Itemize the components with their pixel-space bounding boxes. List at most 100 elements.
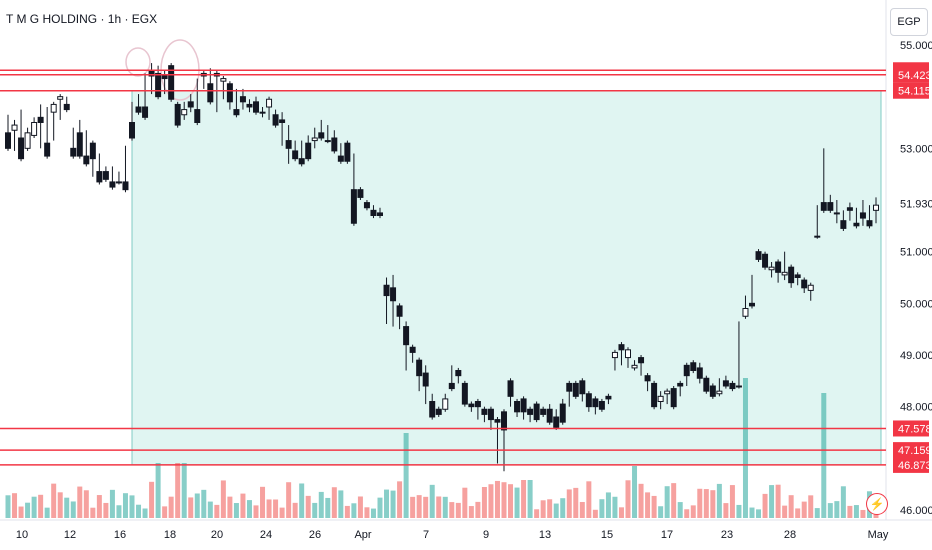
- candle-body: [318, 132, 325, 139]
- volume-bar: [468, 506, 474, 518]
- volume-bar: [853, 505, 859, 518]
- volume-bar: [370, 508, 376, 518]
- candle-body: [846, 207, 853, 211]
- volume-bar: [821, 393, 827, 518]
- candle-body: [5, 132, 11, 149]
- candle-body: [644, 375, 651, 382]
- candle-body: [494, 419, 501, 423]
- candle-body: [566, 382, 573, 392]
- candle-body: [631, 364, 638, 369]
- volume-bar: [840, 486, 846, 518]
- volume-bar: [462, 487, 468, 518]
- candle-body: [416, 359, 423, 377]
- candle-body: [579, 380, 586, 395]
- candle-body: [755, 251, 762, 260]
- volume-bar: [214, 504, 220, 518]
- candle-body: [311, 137, 318, 142]
- volume-bar: [51, 483, 57, 518]
- candle-body: [833, 212, 840, 215]
- price-tick-label: 53.000: [900, 143, 932, 155]
- time-tick-label: 26: [309, 529, 321, 541]
- volume-bar: [410, 496, 416, 518]
- volume-bar: [188, 497, 194, 518]
- volume-bar: [168, 496, 174, 518]
- candle-body: [324, 140, 331, 143]
- candle-body: [422, 372, 429, 387]
- candle-body: [768, 266, 775, 271]
- candle-body: [239, 96, 246, 103]
- volume-bar: [834, 501, 840, 518]
- volume-bar: [540, 500, 546, 518]
- volume-bar: [729, 485, 735, 518]
- candle-body: [272, 114, 279, 126]
- candle-body: [11, 124, 18, 131]
- volume-bar: [749, 507, 755, 518]
- volume-bar: [560, 498, 566, 518]
- candle-body: [266, 98, 273, 108]
- candle-body: [461, 382, 468, 405]
- candle-body: [292, 150, 299, 160]
- candle-body: [553, 416, 560, 428]
- time-tick-label: May: [868, 529, 889, 541]
- volume-bar: [357, 496, 363, 518]
- price-tick-label: 49.000: [900, 350, 932, 362]
- candle-body: [122, 181, 129, 191]
- candle-body: [683, 364, 690, 377]
- candle-body: [429, 401, 436, 418]
- candle-body: [396, 305, 403, 317]
- candle-body: [859, 212, 866, 219]
- volume-bar: [325, 497, 331, 518]
- currency-button[interactable]: EGP: [890, 8, 928, 36]
- volume-bar: [240, 493, 246, 518]
- price-tick-label: 50.000: [900, 298, 932, 310]
- volume-bar: [436, 496, 442, 518]
- candle-body: [63, 103, 70, 111]
- candle-body: [559, 403, 566, 423]
- volume-bar: [194, 493, 200, 518]
- volume-bar: [547, 499, 553, 518]
- candle-body: [762, 253, 769, 268]
- volume-bar: [801, 501, 807, 518]
- level-label: 54.423: [898, 70, 932, 82]
- volume-bar: [64, 497, 70, 518]
- candle-body: [181, 109, 188, 116]
- candle-body: [129, 122, 135, 139]
- time-tick-label: 23: [721, 529, 733, 541]
- level-label-bg: [893, 442, 929, 459]
- time-tick-label: 13: [539, 529, 551, 541]
- candle-body: [501, 411, 507, 431]
- candle-body: [363, 202, 370, 209]
- range-box-rect: [131, 90, 882, 466]
- candles: [5, 63, 879, 472]
- volume-bar: [286, 482, 292, 518]
- volume-bar: [592, 509, 598, 518]
- candle-body: [546, 408, 553, 423]
- candle-body: [357, 189, 364, 198]
- volume-bar: [736, 504, 742, 518]
- candle-body: [383, 284, 390, 297]
- volume-bar: [710, 490, 716, 518]
- volume-bar: [808, 495, 814, 518]
- volume-bar: [449, 502, 455, 518]
- volume-bar: [162, 506, 168, 518]
- candle-body: [527, 408, 534, 415]
- volume-bar: [70, 501, 76, 518]
- candle-body: [403, 326, 410, 346]
- volume-bar: [18, 506, 24, 518]
- volume-bar: [253, 505, 259, 518]
- candle-body: [716, 390, 723, 395]
- volume-bar: [703, 489, 709, 518]
- level-lines: [0, 69, 886, 466]
- volume-bar: [77, 486, 83, 518]
- candle-body: [585, 393, 592, 408]
- grid: [0, 0, 932, 521]
- volume-bar: [390, 490, 396, 518]
- lightning-icon[interactable]: ⚡: [866, 493, 888, 515]
- level-label-bg: [893, 82, 929, 99]
- candle-body: [259, 111, 266, 114]
- volume-bar: [645, 492, 651, 518]
- candle-body: [742, 308, 749, 317]
- volume-bar: [632, 466, 638, 518]
- volume-bar: [860, 509, 866, 518]
